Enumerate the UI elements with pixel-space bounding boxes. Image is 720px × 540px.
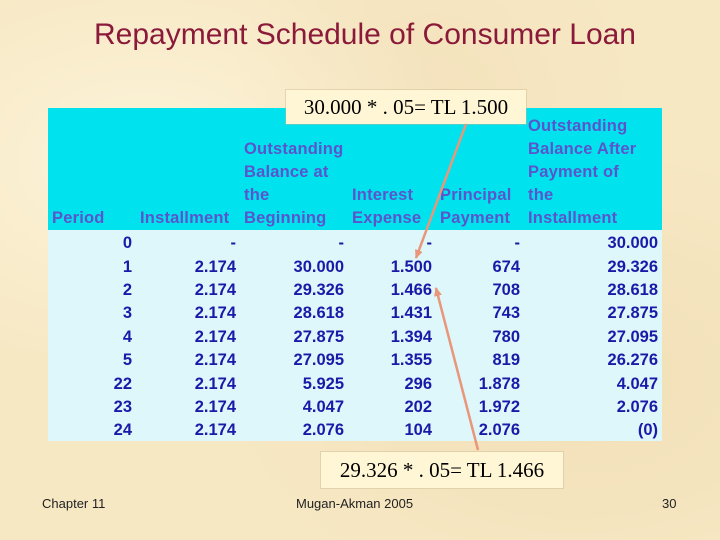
column-header-line: Outstanding bbox=[244, 140, 344, 158]
column-header-line: the bbox=[244, 186, 270, 204]
table-cell: 29.326 bbox=[293, 280, 344, 299]
column-header-line: Expense bbox=[352, 209, 422, 227]
table-cell: 708 bbox=[492, 280, 520, 299]
table-cell: 780 bbox=[492, 327, 520, 346]
table-row: 22 2.174 5.925 296 1.878 4.047 bbox=[48, 372, 662, 395]
table-cell: 1.972 bbox=[478, 397, 520, 416]
page-number: 30 bbox=[662, 496, 677, 511]
column-header-line: Beginning bbox=[244, 209, 327, 227]
table-cell: 27.095 bbox=[293, 351, 344, 370]
table-cell: 2.174 bbox=[194, 421, 236, 440]
table-cell: 1.466 bbox=[390, 280, 432, 299]
table-cell: 27.875 bbox=[293, 327, 344, 346]
column-header-line: Payment bbox=[440, 209, 511, 227]
table-cell: - bbox=[230, 234, 237, 253]
repayment-table: Period Installment Outstanding Balance at th… bbox=[48, 108, 662, 443]
column-header-4: Principal Payment bbox=[436, 108, 524, 232]
table-row: 24 2.174 2.076 104 2.076 (0) bbox=[48, 419, 662, 442]
table-cell: 4 bbox=[122, 327, 132, 346]
table-row: 2 2.174 29.326 1.466 708 28.618 bbox=[48, 279, 662, 302]
table-cell: 1.394 bbox=[390, 327, 432, 346]
table-cell: 2.174 bbox=[194, 351, 236, 370]
slide-title: Repayment Schedule of Consumer Loan bbox=[94, 18, 636, 51]
table-cell: 2.174 bbox=[194, 374, 236, 393]
table-row: 1 2.174 30.000 1.500 674 29.326 bbox=[48, 255, 662, 278]
column-header-2: Outstanding Balance at the Beginning bbox=[240, 108, 348, 232]
table-cell: 2.076 bbox=[478, 421, 520, 440]
interest-calc-annotation-bottom: 29.326 * . 05= TL 1.466 bbox=[321, 452, 563, 488]
column-header-line: Installment bbox=[528, 209, 618, 227]
table-cell: 1.500 bbox=[390, 257, 432, 276]
column-header-line: Installment bbox=[140, 209, 230, 227]
column-header-0: Period bbox=[48, 108, 136, 232]
column-header-line: Payment of bbox=[528, 163, 619, 181]
table-cell: 1 bbox=[122, 257, 132, 276]
repayment-table-area: Period Installment Outstanding Balance at th… bbox=[48, 108, 662, 441]
table-cell: 28.618 bbox=[293, 304, 344, 323]
interest-calc-annotation-top: 30.000 * . 05= TL 1.500 bbox=[286, 90, 526, 124]
table-header-band bbox=[48, 108, 662, 230]
table-cell: 22 bbox=[113, 374, 132, 393]
table-cell: 104 bbox=[404, 421, 432, 440]
table-row: 3 2.174 28.618 1.431 743 27.875 bbox=[48, 302, 662, 325]
table-cell: 2.076 bbox=[302, 421, 344, 440]
column-header-line: Balance at bbox=[244, 163, 329, 181]
table-cell: 0 bbox=[122, 234, 132, 253]
table-row: 5 2.174 27.095 1.355 819 26.276 bbox=[48, 349, 662, 372]
table-cell: 29.326 bbox=[607, 257, 658, 276]
table-cell: 2 bbox=[122, 280, 132, 299]
table-cell: 5 bbox=[122, 351, 132, 370]
footer-chapter: Chapter 11 bbox=[42, 496, 106, 511]
table-cell: 4.047 bbox=[302, 397, 344, 416]
table-cell: (0) bbox=[637, 421, 658, 440]
table-row: 4 2.174 27.875 1.394 780 27.095 bbox=[48, 326, 662, 349]
table-cell: 26.276 bbox=[607, 351, 658, 370]
table-cell: 1.878 bbox=[478, 374, 520, 393]
table-cell: 296 bbox=[404, 374, 432, 393]
table-header-row: Period Installment Outstanding Balance at th… bbox=[48, 108, 662, 232]
table-cell: 743 bbox=[492, 304, 520, 323]
table-cell: 819 bbox=[492, 351, 520, 370]
table-cell: 30.000 bbox=[293, 257, 344, 276]
table-cell: 202 bbox=[404, 397, 432, 416]
table-cell: 1.431 bbox=[390, 304, 432, 323]
column-header-line: Principal bbox=[440, 186, 512, 204]
table-cell: 2.174 bbox=[194, 280, 236, 299]
footer-author: Mugan-Akman 2005 bbox=[296, 496, 414, 511]
table-cell: 5.925 bbox=[302, 374, 344, 393]
table-cell: 2.174 bbox=[194, 257, 236, 276]
table-cell: 2.174 bbox=[194, 327, 236, 346]
table-cell: - bbox=[338, 234, 345, 253]
table-row: 0 - - - - 30.000 bbox=[48, 232, 662, 255]
table-cell: 30.000 bbox=[607, 234, 658, 253]
column-header-5: Outstanding Balance After Payment of the Ins… bbox=[524, 108, 662, 232]
column-header-line: Period bbox=[52, 209, 105, 227]
column-header-line: Interest bbox=[352, 186, 414, 204]
table-cell: 674 bbox=[492, 257, 520, 276]
table-cell: 2.076 bbox=[616, 397, 658, 416]
table-cell: 27.875 bbox=[607, 304, 658, 323]
table-cell: 3 bbox=[122, 304, 132, 323]
table-cell: 27.095 bbox=[607, 327, 658, 346]
table-cell: 4.047 bbox=[616, 374, 658, 393]
column-header-line: the bbox=[528, 186, 554, 204]
table-cell: 24 bbox=[113, 421, 132, 440]
column-header-line: Balance After bbox=[528, 140, 637, 158]
table-cell: 2.174 bbox=[194, 397, 236, 416]
table-cell: 2.174 bbox=[194, 304, 236, 323]
table-cell: - bbox=[514, 234, 521, 253]
table-body: 0 - - - - 30.000 1 2.174 30.000 1.500 674 29.326 2 2.… bbox=[48, 232, 662, 443]
table-cell: - bbox=[426, 234, 433, 253]
table-cell: 23 bbox=[113, 397, 132, 416]
column-header-line: Outstanding bbox=[528, 117, 628, 135]
table-cell: 1.355 bbox=[390, 351, 432, 370]
table-cell: 28.618 bbox=[607, 280, 658, 299]
table-row: 23 2.174 4.047 202 1.972 2.076 bbox=[48, 396, 662, 419]
column-header-1: Installment bbox=[136, 108, 240, 232]
column-header-3: Interest Expense bbox=[348, 108, 436, 232]
